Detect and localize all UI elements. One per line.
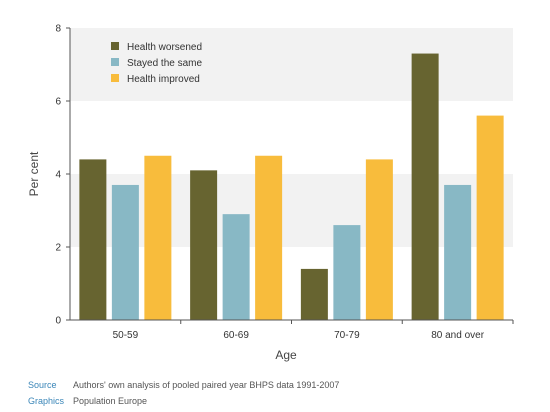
bar bbox=[144, 155, 172, 320]
grid-bands bbox=[70, 28, 513, 247]
bar bbox=[411, 53, 439, 321]
y-tick-label: 4 bbox=[55, 170, 61, 181]
bar-chart: 0 2 4 6 8 50-59 60-69 70-79 80 and over Health … bbox=[27, 24, 514, 362]
bar bbox=[444, 184, 472, 320]
y-tick-label: 0 bbox=[55, 316, 61, 327]
bar bbox=[365, 159, 393, 320]
y-tick-label: 8 bbox=[55, 24, 61, 35]
legend-label: Health improved bbox=[127, 74, 200, 85]
y-tick-label: 2 bbox=[55, 243, 61, 254]
x-tick-label: 50-59 bbox=[113, 330, 139, 341]
bar bbox=[222, 214, 250, 320]
x-tick-label: 70-79 bbox=[334, 330, 360, 341]
source-text: Authors' own analysis of pooled paired y… bbox=[73, 380, 340, 390]
legend: Health worsened Stayed the same Health imp… bbox=[111, 42, 202, 85]
bar bbox=[79, 159, 107, 320]
grid-band bbox=[70, 174, 513, 247]
footer: Source Authors' own analysis of pooled p… bbox=[28, 377, 339, 409]
legend-swatch bbox=[111, 74, 119, 82]
bar bbox=[333, 225, 361, 320]
source-row: Source Authors' own analysis of pooled p… bbox=[28, 377, 339, 393]
legend-swatch bbox=[111, 42, 119, 50]
grid-band bbox=[70, 28, 513, 101]
bar bbox=[476, 115, 504, 320]
y-ticks: 0 2 4 6 8 bbox=[55, 24, 70, 327]
legend-swatch bbox=[111, 58, 119, 66]
bar bbox=[111, 184, 139, 320]
bar bbox=[190, 170, 218, 320]
bar bbox=[300, 268, 328, 320]
legend-label: Health worsened bbox=[127, 42, 202, 53]
x-axis-title: Age bbox=[275, 348, 297, 362]
graphics-text: Population Europe bbox=[73, 396, 148, 406]
legend-label: Stayed the same bbox=[127, 58, 202, 69]
x-tick-label: 60-69 bbox=[223, 330, 249, 341]
bar bbox=[255, 155, 283, 320]
x-tick-label: 80 and over bbox=[431, 330, 484, 341]
source-label: Source bbox=[28, 380, 57, 390]
graphics-label: Graphics bbox=[28, 396, 65, 406]
bars bbox=[79, 53, 504, 321]
graphics-row: Graphics Population Europe bbox=[28, 393, 339, 409]
y-axis-title: Per cent bbox=[27, 151, 41, 196]
x-ticks: 50-59 60-69 70-79 80 and over bbox=[113, 320, 514, 341]
y-tick-label: 6 bbox=[55, 97, 61, 108]
